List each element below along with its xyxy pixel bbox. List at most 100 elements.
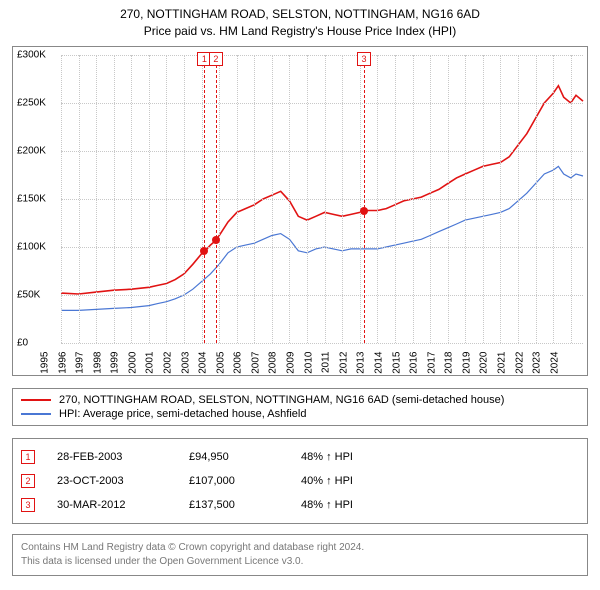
- legend-label: HPI: Average price, semi-detached house,…: [59, 408, 306, 420]
- event-date: 23-OCT-2003: [57, 475, 167, 487]
- x-axis-label: 2021: [496, 351, 507, 383]
- chart-title: 270, NOTTINGHAM ROAD, SELSTON, NOTTINGHA…: [12, 6, 588, 40]
- x-axis-label: 1995: [40, 351, 51, 383]
- y-axis-label: £0: [17, 337, 28, 348]
- gridline-vertical: [571, 55, 572, 343]
- legend-item: 270, NOTTINGHAM ROAD, SELSTON, NOTTINGHA…: [21, 393, 579, 407]
- x-axis-label: 2007: [250, 351, 261, 383]
- event-number: 1: [21, 450, 35, 464]
- legend-item: HPI: Average price, semi-detached house,…: [21, 407, 579, 421]
- gridline-horizontal: [61, 103, 583, 104]
- event-marker: 2: [209, 52, 223, 66]
- x-axis-label: 2015: [391, 351, 402, 383]
- gridline-horizontal: [61, 151, 583, 152]
- event-hpi: 48% ↑ HPI: [301, 499, 579, 511]
- legend-label: 270, NOTTINGHAM ROAD, SELSTON, NOTTINGHA…: [59, 394, 504, 406]
- y-axis-label: £50K: [17, 289, 40, 300]
- x-axis-label: 1998: [92, 351, 103, 383]
- gridline-vertical: [342, 55, 343, 343]
- x-axis-label: 2005: [215, 351, 226, 383]
- gridline-horizontal: [61, 343, 583, 344]
- x-axis-label: 2018: [444, 351, 455, 383]
- gridline-vertical: [166, 55, 167, 343]
- event-marker: 3: [357, 52, 371, 66]
- x-axis-label: 2023: [532, 351, 543, 383]
- y-axis-label: £300K: [17, 49, 46, 60]
- x-axis-label: 1996: [57, 351, 68, 383]
- x-axis-label: 1997: [75, 351, 86, 383]
- gridline-vertical: [518, 55, 519, 343]
- event-line: [204, 55, 205, 343]
- event-hpi: 40% ↑ HPI: [301, 475, 579, 487]
- gridline-vertical: [254, 55, 255, 343]
- events-table: 128-FEB-2003£94,95048% ↑ HPI223-OCT-2003…: [12, 438, 588, 524]
- gridline-vertical: [395, 55, 396, 343]
- legend-swatch: [21, 399, 51, 401]
- y-axis-label: £150K: [17, 193, 46, 204]
- gridline-vertical: [500, 55, 501, 343]
- x-axis-label: 2017: [426, 351, 437, 383]
- title-address: 270, NOTTINGHAM ROAD, SELSTON, NOTTINGHA…: [12, 6, 588, 23]
- x-axis-label: 2004: [198, 351, 209, 383]
- event-dot: [212, 236, 220, 244]
- gridline-vertical: [536, 55, 537, 343]
- x-axis-label: 2008: [268, 351, 279, 383]
- gridline-vertical: [289, 55, 290, 343]
- event-date: 30-MAR-2012: [57, 499, 167, 511]
- event-dot: [200, 247, 208, 255]
- gridline-vertical: [79, 55, 80, 343]
- gridline-vertical: [219, 55, 220, 343]
- gridline-vertical: [448, 55, 449, 343]
- event-number: 2: [21, 474, 35, 488]
- gridline-vertical: [413, 55, 414, 343]
- gridline-vertical: [237, 55, 238, 343]
- gridline-vertical: [377, 55, 378, 343]
- chart-area: 123 £0£50K£100K£150K£200K£250K£300K19951…: [12, 46, 588, 376]
- gridline-vertical: [553, 55, 554, 343]
- x-axis-label: 2001: [145, 351, 156, 383]
- gridline-vertical: [149, 55, 150, 343]
- footnote-line2: This data is licensed under the Open Gov…: [21, 555, 579, 569]
- gridline-vertical: [184, 55, 185, 343]
- x-axis-label: 2012: [338, 351, 349, 383]
- x-axis-label: 2000: [127, 351, 138, 383]
- x-axis-label: 2013: [356, 351, 367, 383]
- x-axis-label: 2024: [549, 351, 560, 383]
- gridline-horizontal: [61, 199, 583, 200]
- x-axis-label: 2010: [303, 351, 314, 383]
- event-price: £137,500: [189, 499, 279, 511]
- event-line: [216, 55, 217, 343]
- x-axis-label: 2002: [163, 351, 174, 383]
- x-axis-label: 2006: [233, 351, 244, 383]
- x-axis-label: 2022: [514, 351, 525, 383]
- event-hpi: 48% ↑ HPI: [301, 451, 579, 463]
- gridline-vertical: [272, 55, 273, 343]
- footnote-line1: Contains HM Land Registry data © Crown c…: [21, 541, 579, 555]
- x-axis-label: 2016: [409, 351, 420, 383]
- legend-swatch: [21, 413, 51, 415]
- event-number: 3: [21, 498, 35, 512]
- legend: 270, NOTTINGHAM ROAD, SELSTON, NOTTINGHA…: [12, 388, 588, 426]
- x-axis-label: 2009: [286, 351, 297, 383]
- event-price: £107,000: [189, 475, 279, 487]
- event-row: 3 30-MAR-2012 £137,500 48% ↑ HPI: [21, 493, 579, 517]
- event-row: 128-FEB-2003£94,95048% ↑ HPI: [21, 445, 579, 469]
- gridline-vertical: [96, 55, 97, 343]
- x-axis-label: 2003: [180, 351, 191, 383]
- gridline-vertical: [131, 55, 132, 343]
- series-line: [61, 85, 583, 293]
- title-subtitle: Price paid vs. HM Land Registry's House …: [12, 23, 588, 40]
- gridline-horizontal: [61, 295, 583, 296]
- x-axis-label: 2014: [373, 351, 384, 383]
- y-axis-label: £100K: [17, 241, 46, 252]
- event-price: £94,950: [189, 451, 279, 463]
- x-axis-label: 1999: [110, 351, 121, 383]
- plot-area: 123: [61, 55, 583, 343]
- gridline-horizontal: [61, 55, 583, 56]
- gridline-vertical: [465, 55, 466, 343]
- gridline-vertical: [360, 55, 361, 343]
- gridline-vertical: [202, 55, 203, 343]
- gridline-vertical: [307, 55, 308, 343]
- event-dot: [360, 207, 368, 215]
- y-axis-label: £200K: [17, 145, 46, 156]
